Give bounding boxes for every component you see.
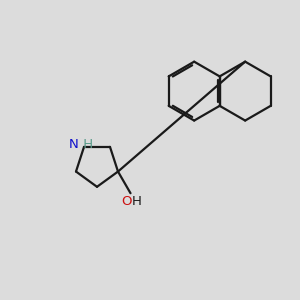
- Text: H: H: [132, 195, 142, 208]
- Text: H: H: [79, 138, 93, 151]
- Text: O: O: [122, 195, 132, 208]
- Text: N: N: [69, 138, 79, 151]
